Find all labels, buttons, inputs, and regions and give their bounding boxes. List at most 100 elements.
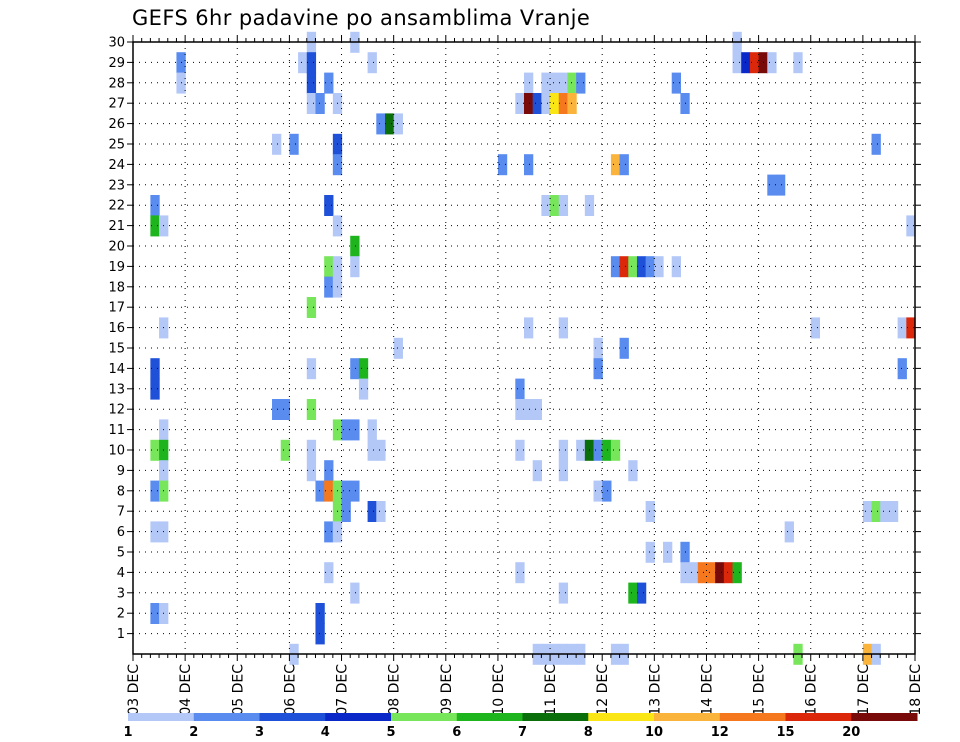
x-tick-label: 06 DEC (282, 664, 298, 716)
heatmap-cell (324, 195, 334, 216)
heatmap-cell (524, 72, 534, 94)
heatmap-cell (358, 378, 369, 400)
heatmap-cell (558, 317, 569, 339)
heatmap-cell (376, 439, 386, 461)
legend-label: 3 (255, 725, 264, 740)
heatmap-cell (541, 72, 551, 94)
heatmap-cell (550, 195, 560, 216)
heatmap-cell (645, 256, 655, 278)
heatmap-cell (524, 154, 534, 176)
heatmap-cell (749, 52, 760, 74)
heatmap-cell (315, 603, 325, 624)
heatmap-cell (393, 337, 403, 359)
heatmap-cell (350, 235, 360, 257)
heatmap-cell (906, 317, 916, 339)
x-tick-label: 04 DEC (178, 664, 194, 716)
heatmap-cell (567, 93, 577, 114)
legend-label: 7 (518, 725, 527, 740)
heatmap-cell (558, 195, 569, 216)
heatmap-cell (610, 439, 621, 461)
heatmap-cell (888, 501, 899, 522)
colorbar-legend: 1 2 3 4 5 6 7 8 10 12 15 20 (123, 713, 918, 740)
legend-label: 5 (386, 725, 395, 740)
legend-label: 15 (776, 725, 794, 740)
heatmap-cell (306, 460, 317, 482)
heatmap-cell (150, 215, 160, 237)
heatmap-cell (150, 521, 160, 543)
heatmap-cell (671, 256, 681, 278)
heatmap-cell (306, 439, 317, 461)
heatmap-cell (272, 399, 282, 420)
legend-label: 2 (189, 725, 198, 740)
heatmap-cell (306, 52, 317, 74)
heatmap-cell (610, 256, 621, 278)
heatmap-cell (341, 419, 351, 441)
heatmap-cell (350, 582, 360, 604)
heatmap-cell (350, 358, 360, 380)
heatmap-cell (767, 52, 777, 74)
heatmap-cell (810, 317, 821, 339)
x-tick-label: 17 DEC (856, 664, 872, 716)
x-tick-label: 07 DEC (335, 664, 351, 716)
heatmap-cell (306, 358, 317, 380)
heatmap-cell (384, 113, 395, 135)
legend-swatch (391, 713, 458, 721)
y-tick-label: 19 (108, 260, 125, 275)
y-tick-label: 5 (117, 546, 125, 561)
heatmap-cell (324, 521, 334, 543)
y-tick-label: 29 (108, 56, 125, 71)
y-tick-label: 15 (108, 342, 125, 357)
heatmap-cell (593, 480, 603, 502)
x-tick-label: 11 DEC (543, 664, 559, 716)
heatmap-cell (550, 93, 560, 114)
y-tick-label: 23 (108, 178, 125, 193)
heatmap-cell (358, 358, 369, 380)
heatmap-cell (341, 480, 351, 502)
heatmap-cell (558, 72, 569, 94)
heatmap-cell (515, 93, 525, 114)
y-tick-label: 30 (108, 36, 125, 51)
y-tick-label: 16 (108, 321, 125, 336)
heatmap-cell (524, 317, 534, 339)
heatmap-cell (715, 562, 725, 584)
heatmap-cell (515, 378, 525, 400)
heatmap-cell (289, 133, 299, 155)
y-tick-label: 9 (117, 464, 125, 479)
heatmap-cell (298, 52, 308, 74)
heatmap-cell (602, 439, 612, 461)
heatmap-cell (628, 460, 638, 482)
heatmap-cell (576, 439, 586, 461)
heatmap-cell (150, 378, 160, 400)
heatmap-cell (272, 133, 282, 155)
heatmap-cell (784, 521, 794, 543)
heatmap-cell (767, 174, 777, 196)
heatmap-cell (324, 72, 334, 94)
heatmap-cell (515, 439, 525, 461)
heatmap-cell (367, 52, 377, 74)
heatmap-cell (315, 480, 325, 502)
y-tick-label: 4 (117, 566, 125, 581)
y-tick-label: 20 (108, 240, 125, 255)
heatmap-cell (602, 480, 612, 502)
y-tick-label: 24 (108, 158, 125, 173)
heatmap-cell (645, 541, 655, 563)
y-tick-label: 7 (117, 505, 125, 520)
heatmap-cell (324, 480, 334, 502)
heatmap-cell (367, 501, 377, 522)
x-tick-label: 05 DEC (230, 664, 246, 716)
heatmap-cell (367, 419, 377, 441)
heatmap-cell (671, 72, 681, 94)
y-tick-label: 2 (117, 607, 125, 622)
heatmap-cell (150, 358, 160, 380)
y-tick-label: 27 (108, 97, 125, 112)
heatmap-cell (350, 419, 360, 441)
legend-swatch (851, 713, 918, 721)
legend-swatch (719, 713, 786, 721)
heatmap-cell (306, 297, 317, 318)
y-tick-label: 1 (117, 627, 125, 642)
heatmap-cell (558, 93, 569, 114)
y-tick-label: 12 (108, 403, 125, 418)
x-tick-label: 18 DEC (908, 664, 924, 716)
legend-label: 12 (711, 725, 729, 740)
